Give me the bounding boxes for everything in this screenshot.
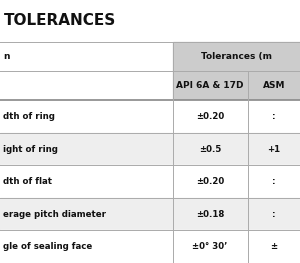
Text: ±: ±	[270, 242, 277, 251]
Text: ight of ring: ight of ring	[3, 145, 58, 154]
Text: :: :	[272, 112, 275, 121]
Bar	[172, 71, 300, 100]
Text: TOLERANCES: TOLERANCES	[4, 13, 116, 28]
Text: n: n	[3, 52, 10, 61]
Text: :: :	[272, 177, 275, 186]
Bar	[0, 230, 300, 263]
Text: +1: +1	[267, 145, 280, 154]
Text: erage pitch diameter: erage pitch diameter	[3, 210, 106, 219]
Text: ±0.5: ±0.5	[199, 145, 221, 154]
Text: Tolerances (m: Tolerances (m	[201, 52, 272, 61]
Text: ±0.20: ±0.20	[196, 112, 224, 121]
Text: ASM: ASM	[262, 81, 285, 90]
Bar	[0, 198, 300, 230]
Bar	[0, 133, 300, 165]
Text: :: :	[272, 210, 275, 219]
Bar	[0, 165, 300, 198]
Text: dth of ring: dth of ring	[3, 112, 55, 121]
Bar	[0, 100, 300, 133]
Text: ±0° 30’: ±0° 30’	[192, 242, 228, 251]
Bar	[172, 42, 300, 71]
Text: ±0.18: ±0.18	[196, 210, 224, 219]
Text: ±0.20: ±0.20	[196, 177, 224, 186]
Text: gle of sealing face: gle of sealing face	[3, 242, 92, 251]
Text: API 6A & 17D: API 6A & 17D	[176, 81, 244, 90]
Text: dth of flat: dth of flat	[3, 177, 52, 186]
